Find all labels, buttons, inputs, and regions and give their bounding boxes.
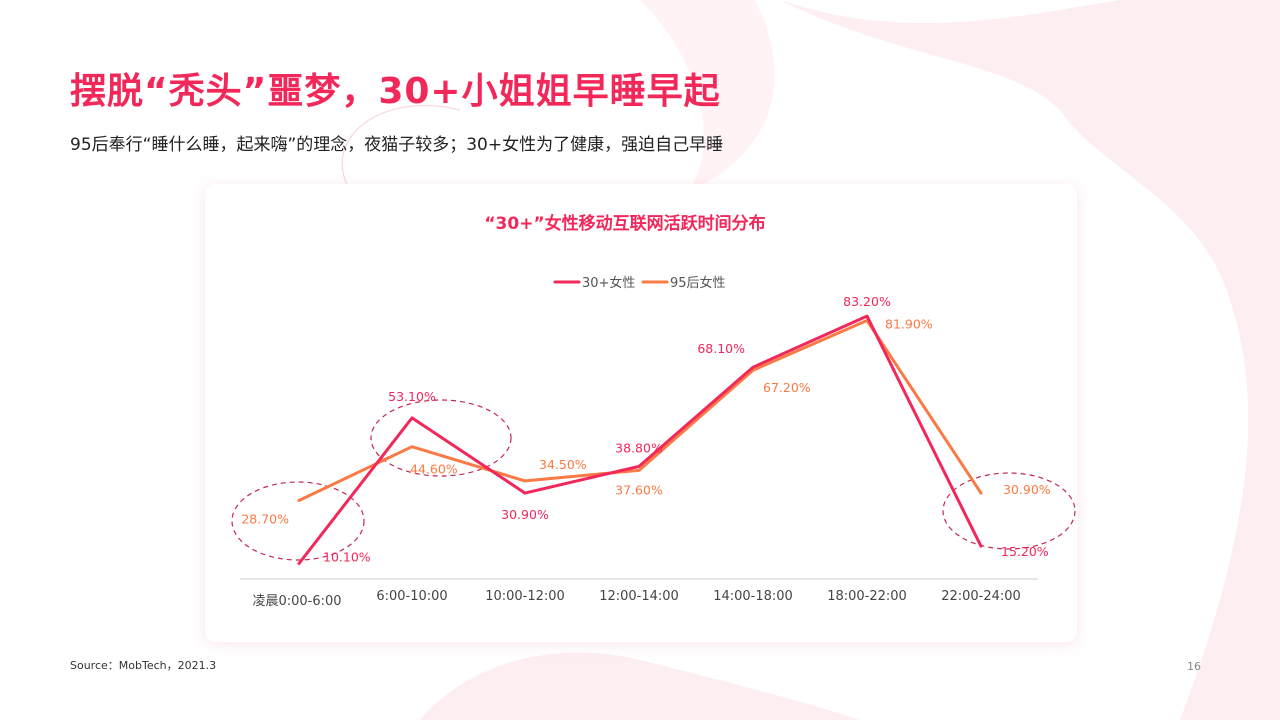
source-note: Source：MobTech，2021.3 <box>70 659 217 672</box>
highlight-ellipse <box>942 472 1076 550</box>
series-lines <box>297 314 983 565</box>
highlight-ellipses <box>231 399 1076 561</box>
x-tick-label: 12:00-14:00 <box>599 589 679 604</box>
data-label: 44.60% <box>410 462 458 477</box>
data-label: 68.10% <box>697 341 745 356</box>
data-label: 67.20% <box>763 380 811 395</box>
x-axis-tick-labels: 凌晨0:00-6:00 6:00-10:00 10:00-12:00 12:00-14… <box>252 589 1020 609</box>
x-tick-label: 14:00-18:00 <box>713 589 793 604</box>
series-line <box>297 319 983 502</box>
data-label: 28.70% <box>241 512 289 527</box>
x-tick-label: 凌晨0:00-6:00 <box>252 594 341 609</box>
data-label: 37.60% <box>615 482 663 497</box>
data-labels: 10.10% 53.10% 30.90% 38.80% 68.10% 83.20% 15.2… <box>241 294 1050 564</box>
data-label: 81.90% <box>885 316 933 331</box>
x-tick-label: 10:00-12:00 <box>485 589 565 604</box>
data-label: 10.10% <box>323 550 371 565</box>
data-label: 38.80% <box>615 440 663 455</box>
page-number: 16 <box>1187 660 1201 673</box>
legend-label: 30+女性 <box>582 275 635 291</box>
series-line <box>297 314 983 565</box>
highlight-ellipse <box>231 481 365 561</box>
page-title: 摆脱“秃头”噩梦，30+小姐姐早睡早起 <box>70 71 721 112</box>
chart-legend: 30+女性 95后女性 <box>553 275 726 291</box>
data-label: 30.90% <box>1003 482 1051 497</box>
x-tick-label: 6:00-10:00 <box>376 589 447 604</box>
x-tick-label: 22:00-24:00 <box>941 589 1021 604</box>
page-subtitle: 95后奉行“睡什么睡，起来嗨”的理念，夜猫子较多；30+女性为了健康，强迫自己早… <box>70 135 724 155</box>
line-chart: “30+”女性移动互联网活跃时间分布 30+女性 95后女性 凌晨0:00-6:0… <box>231 213 1076 609</box>
data-label: 15.20% <box>1001 544 1049 559</box>
chart-title: “30+”女性移动互联网活跃时间分布 <box>484 213 765 234</box>
chart-card: “30+”女性移动互联网活跃时间分布 30+女性 95后女性 凌晨0:00-6:0… <box>205 184 1077 642</box>
data-label: 34.50% <box>539 457 587 472</box>
data-label: 30.90% <box>501 507 549 522</box>
x-tick-label: 18:00-22:00 <box>827 589 907 604</box>
data-label: 53.10% <box>388 389 436 404</box>
data-label: 83.20% <box>843 294 891 309</box>
highlight-ellipse <box>370 399 512 477</box>
legend-label: 95后女性 <box>670 275 726 291</box>
